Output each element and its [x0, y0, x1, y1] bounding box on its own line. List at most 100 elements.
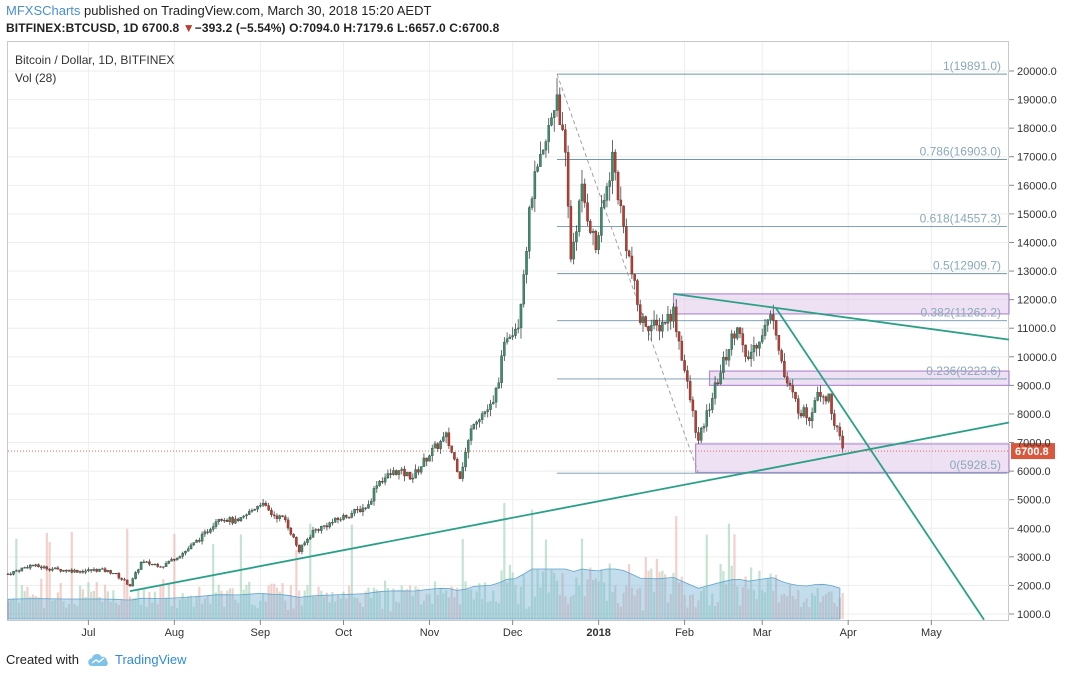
candle	[167, 561, 171, 564]
candle	[447, 432, 451, 446]
candle	[275, 515, 279, 519]
candle	[408, 471, 412, 480]
volume-bar	[392, 588, 395, 619]
fib-level-label: 0(5928.5)	[950, 458, 1001, 472]
volume-bar	[658, 571, 661, 619]
volume-bar	[492, 590, 495, 619]
volume-bar	[730, 565, 733, 619]
x-tick-label: Mar	[753, 627, 772, 639]
volume-bar	[234, 599, 237, 619]
volume-bar	[223, 606, 226, 619]
volume-bar	[381, 608, 384, 619]
volume-bar	[131, 598, 134, 619]
volume-bar	[209, 603, 212, 619]
volume-bar	[603, 582, 606, 619]
volume-bar	[725, 584, 728, 619]
volume-bar	[253, 605, 256, 619]
volume-bar	[489, 601, 492, 619]
candle	[259, 505, 262, 507]
candle	[117, 573, 121, 579]
volume-bar	[769, 573, 772, 619]
candle	[766, 319, 770, 326]
candle	[813, 400, 817, 413]
volume-bar	[555, 580, 559, 619]
candle	[333, 517, 337, 523]
candle	[722, 356, 725, 373]
candle	[677, 331, 681, 342]
y-tick-label: 4000.0	[1017, 523, 1051, 535]
candle	[503, 341, 506, 356]
down-arrow-icon: ▼	[182, 21, 195, 35]
candle	[658, 324, 661, 332]
candle	[647, 326, 650, 332]
last-price-tag-label: 6700.8	[1015, 446, 1049, 458]
volume-bar	[528, 606, 531, 619]
candle	[699, 427, 703, 441]
candle	[411, 477, 415, 480]
volume-bar	[456, 587, 459, 619]
candle	[184, 551, 187, 554]
volume-bar	[766, 579, 769, 619]
candle	[791, 385, 794, 393]
candle	[577, 200, 581, 232]
candle	[616, 172, 620, 201]
candle	[605, 186, 609, 201]
candle	[76, 569, 79, 573]
volume-bar	[62, 601, 65, 619]
volume-bar	[187, 596, 190, 619]
volume-bar	[794, 599, 797, 619]
candle	[442, 436, 445, 442]
volume-bar	[835, 606, 839, 619]
y-tick-label: 10000.0	[1017, 352, 1057, 364]
candle	[830, 393, 833, 414]
volume-bar	[702, 587, 706, 619]
candle	[541, 149, 545, 155]
candle	[794, 391, 797, 399]
volume-bar	[37, 597, 40, 619]
volume-bar	[458, 604, 462, 619]
volume-bar	[591, 580, 595, 619]
candle	[566, 152, 570, 207]
volume-bar	[214, 592, 218, 619]
candle	[430, 448, 434, 456]
volume-bar	[652, 592, 656, 619]
candle	[425, 457, 428, 462]
candle	[9, 573, 13, 575]
symbol-name: BITFINEX:BTCUSD, 1D	[6, 21, 139, 35]
candle	[28, 564, 32, 569]
author-name[interactable]: MFXSCharts	[6, 3, 81, 18]
volume-bar	[514, 585, 517, 619]
x-tick-label: Aug	[165, 627, 185, 639]
candle	[162, 566, 165, 568]
y-tick-label: 3000.0	[1017, 552, 1051, 564]
candle	[561, 124, 564, 130]
candle	[672, 306, 675, 322]
candle	[528, 207, 531, 252]
volume-bar	[59, 582, 62, 619]
candle	[364, 507, 367, 509]
volume-bar	[156, 604, 159, 619]
candle	[103, 568, 107, 572]
candle	[691, 399, 695, 411]
candle	[367, 504, 370, 509]
x-tick-label: 2018	[586, 627, 610, 639]
candle	[724, 356, 728, 361]
volume-bar	[827, 591, 830, 619]
volume-bar	[134, 597, 137, 619]
candle	[738, 327, 742, 334]
candle	[453, 452, 456, 460]
volume-bar	[325, 592, 328, 619]
candle	[564, 129, 567, 153]
candle	[356, 509, 359, 511]
candle	[272, 514, 276, 516]
volume-bar	[736, 586, 739, 619]
volume-bar	[164, 597, 168, 619]
volume-bar	[808, 607, 811, 619]
volume-bar	[331, 592, 334, 619]
candle	[638, 304, 642, 323]
candle	[747, 356, 750, 360]
tradingview-link[interactable]: TradingView	[114, 652, 187, 667]
candle	[131, 578, 135, 587]
candle	[736, 327, 739, 339]
